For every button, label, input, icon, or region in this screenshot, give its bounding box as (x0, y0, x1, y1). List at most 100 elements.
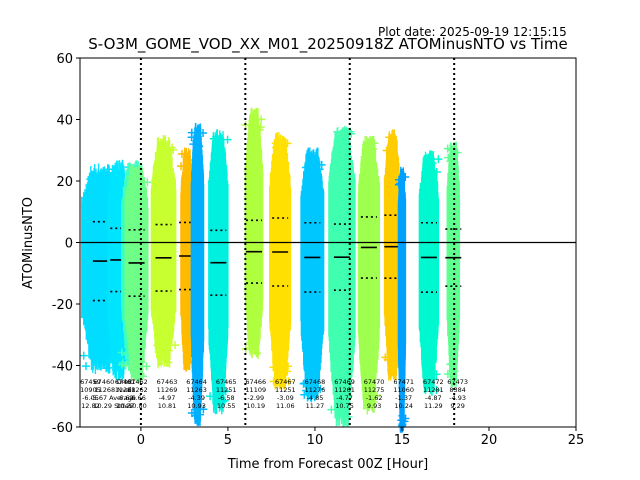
y-tick-label: -60 (52, 421, 73, 436)
orbit-stat-label: 67463 11269 -4.97 10.81 (157, 378, 178, 410)
outlier-marker (423, 160, 432, 169)
outlier-marker (446, 157, 455, 166)
orbit-stat-line: 67462 (127, 378, 148, 386)
outlier-marker (397, 416, 406, 425)
outlier-marker (138, 372, 147, 381)
orbit-stat-line: -6.62 (117, 394, 134, 402)
outlier-marker (401, 173, 410, 182)
orbit-series-12 (357, 135, 382, 415)
x-axis-label: Time from Forecast 00Z [Hour] (227, 457, 429, 472)
orbit-stat-line: 11.29 (424, 402, 443, 410)
orbit-stat-line: 10.81 (158, 402, 177, 410)
outlier-marker (394, 180, 403, 189)
orbit-stat-line: 11268 Nval (94, 386, 131, 394)
orbit-stat-label: 67461 11268 -6.62 10.27 (115, 378, 136, 410)
outlier-marker (177, 162, 186, 171)
outlier-marker (335, 142, 344, 151)
orbit-stat-line: 67459 (80, 378, 101, 386)
outlier-marker (184, 155, 193, 164)
orbit-series-6 (187, 123, 208, 427)
outlier-marker (360, 153, 369, 162)
orbit-stat-line: 11.27 (306, 402, 325, 410)
outlier-marker (135, 365, 144, 374)
outlier-marker (283, 139, 292, 148)
outlier-marker (434, 155, 443, 164)
outlier-marker (153, 341, 162, 350)
outlier-marker (108, 176, 117, 185)
orbit-stat-line: 10.75 (335, 402, 354, 410)
outlier-marker (257, 115, 266, 124)
y-axis-label: ATOMinusNTO (21, 197, 36, 289)
orbit-stat-label: 67460 Orbit 11268 Nval -5.67 Average 10.29 … (90, 378, 136, 410)
outlier-marker (428, 159, 437, 168)
orbit-stat-label: 67468 11276 -4.85 11.27 (305, 378, 326, 410)
orbit-stat-label: 67473 8384 -4.93 9.29 (447, 378, 468, 410)
x-tick-label: 25 (568, 433, 585, 448)
y-tick-label: 0 (65, 237, 73, 252)
x-tick-label: 5 (224, 433, 232, 448)
y-tick-label: -40 (52, 360, 73, 375)
outlier-marker (255, 125, 264, 134)
outlier-marker (269, 363, 278, 372)
orbit-stat-line: 10.80 (128, 402, 147, 410)
outlier-marker (79, 351, 88, 360)
orbit-stat-line: 11281 (423, 386, 444, 394)
orbit-stat-line: -2.99 (247, 394, 264, 402)
orbit-stat-line: -5.67 Average (90, 394, 136, 402)
orbit-stat-line: -1.37 (395, 394, 412, 402)
outlier-marker (131, 175, 140, 184)
orbit-stat-line: 67472 (423, 378, 444, 386)
outlier-marker (249, 118, 258, 127)
outlier-marker (362, 386, 371, 395)
outlier-marker (189, 140, 198, 149)
orbit-series-7 (206, 129, 232, 415)
orbit-stat-label: 67471 11060 -1.37 10.24 (393, 378, 414, 410)
orbit-stat-label: 67467 11251 -3.09 11.06 (275, 378, 296, 410)
outlier-marker (317, 160, 326, 169)
outlier-marker (199, 129, 208, 138)
outlier-marker (300, 390, 309, 399)
outlier-marker (432, 168, 441, 177)
outlier-marker (311, 377, 320, 386)
outlier-marker (112, 179, 121, 188)
outlier-marker (382, 146, 391, 155)
scatter-layer (79, 107, 462, 433)
outlier-marker (432, 385, 441, 394)
y-tick-label: 60 (56, 52, 73, 67)
x-ticks: 0 5 10 15 20 25 (137, 427, 585, 448)
orbit-stat-line: 67466 (245, 378, 266, 386)
outlier-marker (370, 139, 379, 148)
orbit-stat-label: 67459 10905 -6.05 12.82 (80, 378, 101, 410)
outlier-marker (154, 348, 163, 357)
orbit-stat-line: -3.09 (277, 394, 294, 402)
orbit-stat-line: 11.06 (276, 402, 295, 410)
orbit-series-3 (121, 164, 152, 383)
outlier-marker (301, 163, 310, 172)
orbit-stat-line: 67470 (364, 378, 385, 386)
outlier-marker (443, 144, 452, 153)
outlier-marker (385, 133, 394, 142)
outlier-marker (209, 134, 218, 143)
orbit-stat-line: 12.82 (81, 402, 100, 410)
orbit-stat-label: 67465 11251 -6.58 10.55 (216, 378, 237, 410)
orbit-stat-line: 11109 (245, 386, 266, 394)
outlier-marker (191, 405, 200, 414)
orbit-stat-line: 67473 (447, 378, 468, 386)
orbit-stat-line: 10.24 (394, 402, 413, 410)
outlier-marker (196, 410, 205, 419)
outlier-marker (241, 121, 250, 130)
orbit-stat-line: -4.87 (425, 394, 442, 402)
outlier-marker (327, 405, 336, 414)
outlier-marker (365, 143, 374, 152)
orbit-stat-line: -4.97 (159, 394, 176, 402)
vertical-lines (139, 58, 456, 427)
outlier-marker (423, 382, 432, 391)
outlier-marker (213, 399, 222, 408)
outlier-marker (121, 350, 130, 359)
orbit-stat-line: 10905 (80, 386, 101, 394)
outlier-marker (367, 397, 376, 406)
outlier-marker (118, 360, 127, 369)
outlier-marker (223, 135, 232, 144)
y-ticks: -60 -40 -20 0 20 40 60 (52, 52, 80, 436)
